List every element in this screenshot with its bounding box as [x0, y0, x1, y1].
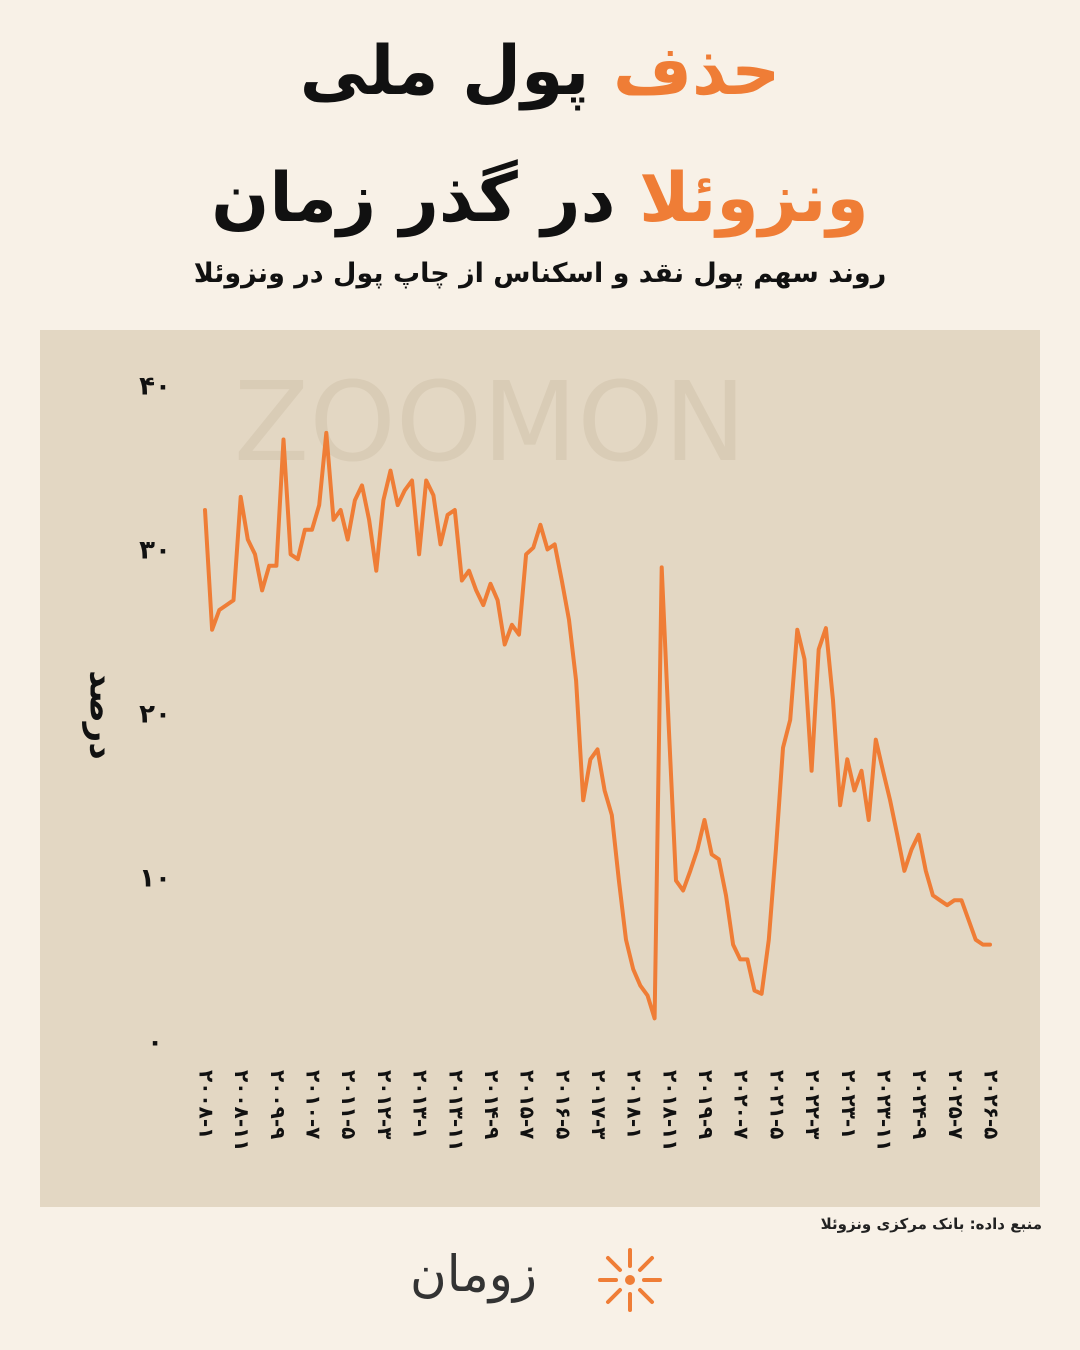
x-tick-label: ۲۰۱۹-۹ [694, 1070, 718, 1139]
title-line-2: ونزوئلا در گذر زمان [0, 165, 1080, 233]
x-tick-label: ۲۰۲۲-۳ [801, 1070, 825, 1139]
x-tick-label: ۲۰۲۵-۷ [944, 1070, 968, 1139]
source: منبع داده: بانک مرکزی ونزوئلا [820, 1215, 1042, 1233]
x-tick-label: ۲۰۱۸-۱۱ [658, 1070, 682, 1152]
x-tick-label: ۲۰۲۶-۵ [980, 1070, 1004, 1139]
logo-icon [598, 1248, 662, 1312]
title-line-1: حذف پول ملی [0, 38, 1080, 106]
x-tick-label: ۲۰۰۹-۹ [266, 1070, 290, 1139]
title-highlight: ونزوئلا [639, 159, 869, 238]
x-tick-label: ۲۰۱۰-۷ [302, 1070, 326, 1139]
x-tick-label: ۲۰۲۱-۵ [765, 1070, 789, 1139]
title-highlight: حذف [612, 32, 781, 111]
y-tick-label: ۱۰ [139, 864, 171, 894]
x-tick-label: ۲۰۲۳-۱ [837, 1070, 861, 1139]
x-tick-label: ۲۰۱۷-۳ [587, 1070, 611, 1139]
x-tick-label: ۲۰۱۲-۳ [373, 1070, 397, 1139]
data-line [203, 430, 992, 1021]
x-tick-label: ۲۰۱۳-۱۱ [444, 1070, 468, 1152]
y-tick-label: ۴۰ [139, 372, 171, 402]
x-tick-label: ۲۰۱۵-۷ [516, 1070, 540, 1139]
x-tick-label: ۲۰۱۱-۵ [337, 1070, 361, 1139]
subtitle: روند سهم پول نقد و اسکناس از چاپ پول در … [193, 258, 887, 289]
y-tick-label: ۰ [147, 1028, 163, 1058]
x-tick-label: ۲۰۱۶-۵ [551, 1070, 575, 1139]
x-tick-label: ۲۰۰۸-۱۱ [230, 1070, 254, 1152]
logo-text: زومان [410, 1245, 538, 1303]
y-tick-label: ۲۰ [139, 700, 171, 730]
x-tick-label: ۲۰۱۸-۱ [623, 1070, 647, 1139]
x-tick-label: ۲۰۲۳-۱۱ [872, 1070, 896, 1152]
title-text: پول ملی [299, 32, 590, 111]
y-tick-label: ۳۰ [139, 536, 171, 566]
watermark: ZOOMON [234, 358, 746, 486]
title-text: در گذر زمان [211, 159, 616, 238]
x-tick-label: ۲۰۲۴-۹ [908, 1070, 932, 1139]
x-tick-label: ۲۰۱۴-۹ [480, 1070, 504, 1139]
x-tick-label: ۲۰۱۳-۱ [409, 1070, 433, 1139]
x-tick-label: ۲۰۰۸-۱ [195, 1070, 219, 1139]
y-axis-label: درصد [82, 670, 122, 760]
x-tick-label: ۲۰۲۰-۷ [730, 1070, 754, 1139]
